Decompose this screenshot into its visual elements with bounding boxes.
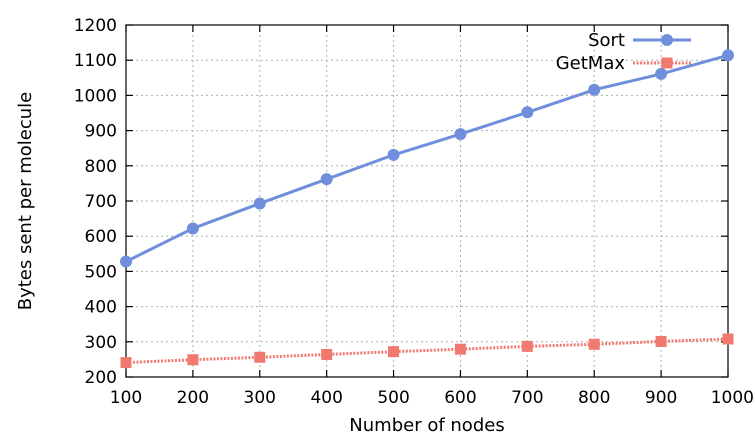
x-tick-label: 500 <box>377 388 409 408</box>
y-tick-label: 1200 <box>74 16 117 36</box>
y-tick-labels: 200 300 400 500 600 700 800 900 1000 1100 1200 <box>74 16 117 388</box>
y-tick-label: 800 <box>85 157 117 177</box>
x-tick-label: 100 <box>110 388 142 408</box>
tick-marks <box>125 24 729 378</box>
y-tick-label: 500 <box>85 262 117 282</box>
y-tick-label: 600 <box>85 227 117 247</box>
y-tick-label: 400 <box>85 298 117 318</box>
x-tick-label: 400 <box>310 388 342 408</box>
data-point <box>722 49 734 62</box>
data-point <box>388 346 400 358</box>
data-point <box>387 148 400 161</box>
data-point <box>588 338 600 350</box>
y-tick-label: 900 <box>85 122 117 142</box>
data-point <box>253 197 266 210</box>
y-tick-label: 1100 <box>74 51 117 71</box>
legend-marker <box>661 57 673 69</box>
data-point <box>521 340 533 352</box>
x-tick-label: 1000 <box>711 388 754 408</box>
data-point <box>655 67 668 80</box>
data-point <box>454 128 467 141</box>
y-tick-label: 700 <box>85 192 117 212</box>
x-tick-label: 900 <box>645 388 677 408</box>
data-point <box>588 83 601 96</box>
x-tick-label: 200 <box>177 388 209 408</box>
x-tick-labels: 100 200 300 400 500 600 700 800 900 1000 <box>110 388 754 408</box>
x-tick-label: 800 <box>578 388 610 408</box>
data-point <box>321 348 333 360</box>
data-point <box>722 333 734 345</box>
x-axis-label: Number of nodes <box>349 415 504 436</box>
x-tick-label: 300 <box>244 388 276 408</box>
y-tick-label: 300 <box>85 333 117 353</box>
data-point <box>521 106 534 119</box>
data-point <box>120 357 132 369</box>
grid <box>126 25 728 377</box>
series-line <box>125 337 729 365</box>
data-point <box>186 222 199 235</box>
data-point <box>187 354 199 366</box>
legend-label-getmax: GetMax <box>556 53 626 74</box>
x-tick-label: 600 <box>444 388 476 408</box>
y-tick-label: 200 <box>85 368 117 388</box>
series-sort <box>120 49 734 268</box>
legend-marker <box>661 34 673 46</box>
y-axis-label: Bytes sent per molecule <box>15 92 36 311</box>
legend-label-sort: Sort <box>588 30 625 51</box>
series-getmax <box>120 333 734 369</box>
data-point <box>655 335 667 347</box>
data-point <box>254 351 266 363</box>
series-layer <box>120 49 734 369</box>
y-tick-label: 1000 <box>74 86 117 106</box>
data-point <box>320 173 333 186</box>
series-line <box>125 53 729 263</box>
data-point <box>454 343 466 355</box>
data-point <box>120 255 132 268</box>
x-tick-label: 700 <box>511 388 543 408</box>
